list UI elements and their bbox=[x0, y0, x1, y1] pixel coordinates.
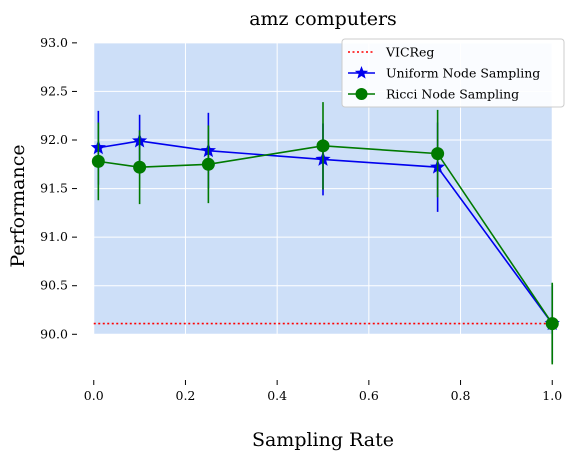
y-tick-label: 92.5 bbox=[40, 83, 68, 98]
circle-marker bbox=[91, 154, 105, 168]
legend-label: Uniform Node Sampling bbox=[386, 66, 540, 81]
circle-marker bbox=[201, 157, 215, 171]
y-axis-label: Performance bbox=[7, 144, 29, 267]
legend-star-marker bbox=[354, 66, 369, 79]
legend-box bbox=[341, 38, 565, 108]
y-tick-label: 91.5 bbox=[40, 181, 68, 196]
y-tick-label: 91.0 bbox=[40, 229, 68, 244]
legend: VICReg Uniform Node Sampling Ricci Node Sa… bbox=[341, 38, 565, 108]
x-tick-label: 0.2 bbox=[176, 388, 196, 403]
x-tick-label: 0.6 bbox=[359, 388, 379, 403]
legend-label: Ricci Node Sampling bbox=[386, 87, 519, 102]
legend-label: VICReg bbox=[385, 45, 434, 60]
y-tick-label: 92.0 bbox=[40, 132, 68, 147]
x-tick-label: 0.8 bbox=[451, 388, 471, 403]
x-tick-label: 1.0 bbox=[542, 388, 562, 403]
circle-marker bbox=[133, 160, 147, 174]
axis-ticks: 0.0 0.2 0.4 0.6 0.8 1.0 90.0 90.5 91.0 91.5 92.0 92… bbox=[40, 35, 562, 403]
x-tick-label: 0.0 bbox=[84, 388, 104, 403]
legend-circle-marker bbox=[355, 88, 368, 100]
y-tick-label: 90.5 bbox=[40, 278, 68, 293]
y-tick-label: 90.0 bbox=[40, 326, 68, 341]
circle-marker bbox=[431, 147, 445, 161]
chart-title: amz computers bbox=[249, 8, 397, 30]
circle-marker bbox=[316, 139, 330, 153]
circle-marker bbox=[545, 317, 559, 331]
x-axis-label: Sampling Rate bbox=[252, 429, 394, 451]
y-tick-label: 93.0 bbox=[40, 35, 68, 50]
series-ricci-node-sampling bbox=[91, 102, 559, 365]
x-tick-label: 0.4 bbox=[267, 388, 287, 403]
series-line bbox=[98, 145, 553, 325]
